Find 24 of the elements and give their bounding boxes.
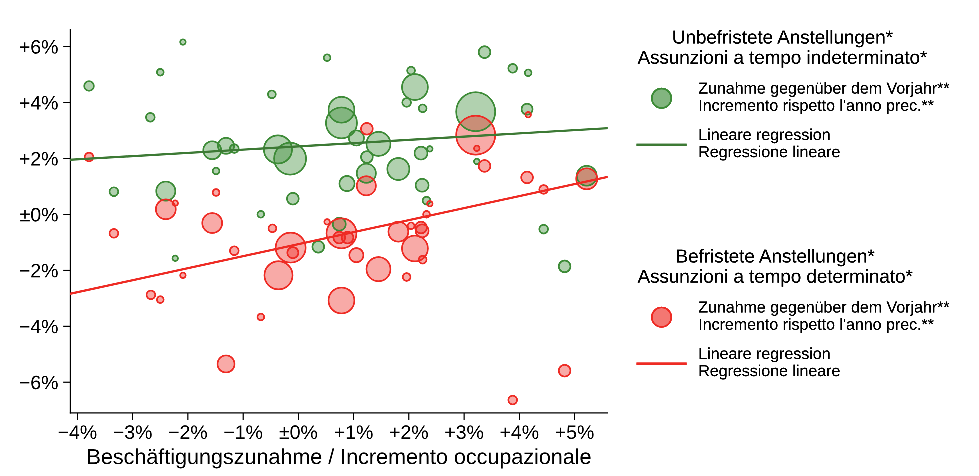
legend-label: Lineare regression Regressione lineare <box>700 348 840 380</box>
y-tick-label: −4% <box>20 320 58 334</box>
y-tick-label: +6% <box>20 40 58 54</box>
x-tick-label: +3% <box>446 425 484 440</box>
x-axis-title: Beschäftigungszunahme / Incremento occupazionale <box>88 448 591 469</box>
x-tick-label: −1% <box>224 426 262 440</box>
x-tick-label: +1% <box>335 426 373 440</box>
y-tick-label: ±0% <box>20 208 58 222</box>
x-tick-label: −2% <box>169 425 208 440</box>
text: Befristete Anstellungen* Assunzioni a tempo determinato* <box>638 249 913 287</box>
legend-label: Zunahme gegenüber dem Vorjahr** Incremento rispetto l'anno prec.** <box>699 301 950 334</box>
x-tick-label: +4% <box>500 426 539 440</box>
y-tick-label: +2% <box>20 152 58 166</box>
legend-label: Lineare regression Regressione lineare <box>700 128 840 161</box>
x-tick-label: ±0% <box>280 425 318 440</box>
x-tick-label: −4% <box>58 426 97 440</box>
legend-label: Zunahme gegenüber dem Vorjahr** Incremento rispetto l'anno prec.** <box>699 82 950 114</box>
x-tick-label: +5% <box>556 426 594 440</box>
x-tick-label: +2% <box>390 425 428 440</box>
y-tick-label: +4% <box>20 96 58 110</box>
y-tick-label: −2% <box>20 264 58 278</box>
text: Unbefristete Anstellungen* Assunzioni a tempo indeterminato* <box>638 30 928 68</box>
y-tick-label: −6% <box>20 376 58 390</box>
x-tick-label: −3% <box>114 425 152 440</box>
